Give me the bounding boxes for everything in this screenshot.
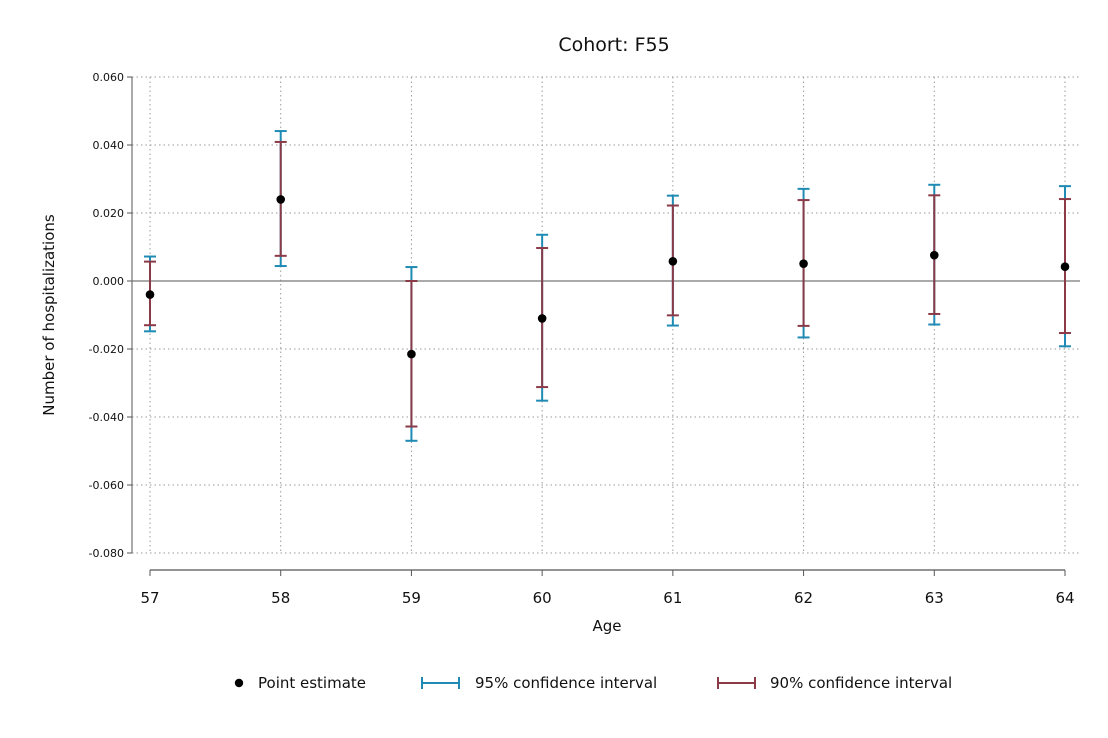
- point-estimate: [1060, 262, 1070, 272]
- y-tick-label: 0.060: [93, 71, 125, 84]
- x-tick-label: 60: [533, 589, 552, 607]
- legend-ci95-label: 95% confidence interval: [475, 674, 657, 692]
- x-axis-label: Age: [592, 617, 621, 635]
- legend-ci90-marker: [717, 677, 756, 689]
- y-tick-label: 0.000: [93, 275, 125, 288]
- point-estimate: [799, 259, 808, 268]
- x-tick-label: 57: [140, 589, 159, 607]
- x-tick-label: 61: [663, 589, 682, 607]
- point-estimate: [537, 314, 547, 323]
- point-estimate: [929, 250, 939, 260]
- point-estimate: [276, 195, 286, 204]
- legend-point-label: Point estimate: [258, 674, 366, 692]
- grid: [132, 76, 1080, 554]
- legend: Point estimate 95% confidence interval 9…: [234, 674, 952, 692]
- chart-title: Cohort: F55: [558, 34, 669, 56]
- axes: [127, 76, 1080, 576]
- x-tick-label: 59: [402, 589, 421, 607]
- y-tick-label: -0.040: [89, 411, 124, 424]
- point-estimate: [145, 290, 155, 299]
- point-estimate: [407, 349, 416, 359]
- y-axis-label: Number of hospitalizations: [40, 214, 58, 416]
- x-tick-label: 62: [794, 589, 813, 607]
- y-tick-label: -0.060: [89, 479, 124, 492]
- x-tick-label: 64: [1055, 589, 1074, 607]
- y-tick-label: 0.040: [93, 139, 125, 152]
- y-tick-label: -0.020: [89, 343, 124, 356]
- x-tick-label: 58: [271, 589, 290, 607]
- y-tick-labels: 0.060 0.040 0.020 0.000 -0.020 -0.040 -0.060 -0…: [89, 71, 124, 560]
- legend-point-marker: [234, 678, 244, 688]
- ci95-series: [144, 130, 1071, 442]
- legend-ci90-label: 90% confidence interval: [770, 674, 952, 692]
- y-tick-label: -0.080: [89, 547, 124, 560]
- legend-ci95-marker: [421, 677, 460, 689]
- x-tick-labels: 57 58 59 60 61 62 63 64: [140, 589, 1074, 607]
- point-estimate: [668, 256, 678, 266]
- y-tick-label: 0.020: [93, 207, 125, 220]
- point-estimate-series: [145, 195, 1070, 359]
- x-tick-label: 63: [925, 589, 944, 607]
